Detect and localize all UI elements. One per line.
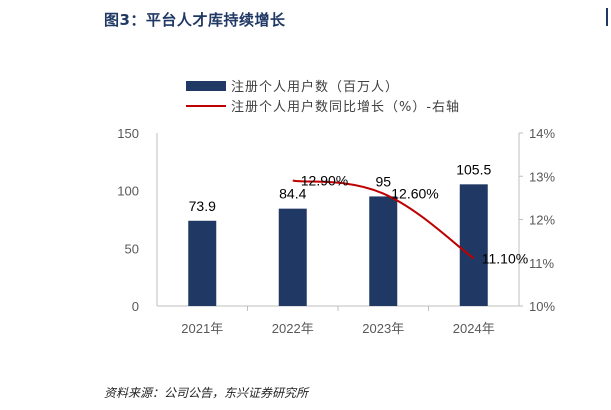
bar-3 [369,196,398,306]
growth-line-series [292,179,475,260]
y-right-tick-label: 14% [529,126,555,141]
source-note: 资料来源：公司公告，东兴证券研究所 [104,386,309,400]
legend-bar-swatch [186,81,226,91]
x-tick-label: 2022年 [272,321,314,336]
data-labels: 73.9 84.4 95 105.5 12.90% 12.60% 11.10% [189,161,529,266]
bar-value-label: 105.5 [456,161,491,177]
bar-value-label: 73.9 [189,198,216,214]
y-right-tick-label: 12% [529,213,555,228]
chart-axes: 0 50 100 150 10% 11% 12% 13% 14% 2021年 2022年 2023年 2… [117,126,555,336]
bar-4 [459,184,488,306]
y-left-tick-label: 0 [132,299,139,314]
bar-2 [278,208,307,306]
bar-1 [188,220,217,306]
figure-title: 图3：平台人才库持续增长 [104,11,286,29]
line-value-label: 12.90% [301,173,348,189]
bar-value-label: 95 [375,173,391,189]
line-value-label: 11.10% [482,250,528,266]
chart-legend: 注册个人用户数（百万人） 注册个人用户数同比增长（%）-右轴 [186,79,460,115]
legend-bar-label: 注册个人用户数（百万人） [231,79,399,95]
y-left-tick-label: 150 [117,126,139,141]
header-edge-mark [606,8,608,26]
growth-line [292,179,475,260]
y-right-tick-label: 10% [529,299,555,314]
line-value-label: 12.60% [391,186,438,202]
y-right-tick-label: 13% [529,169,555,184]
x-tick-label: 2021年 [181,321,223,336]
y-left-tick-label: 100 [117,184,139,199]
combo-chart: 注册个人用户数（百万人） 注册个人用户数同比增长（%）-右轴 0 50 100 150… [117,79,555,336]
y-right-tick-label: 11% [529,256,554,271]
x-tick-label: 2024年 [453,321,495,336]
bar-series [188,184,488,306]
legend-line-label: 注册个人用户数同比增长（%）-右轴 [231,99,460,115]
bar-value-label: 84.4 [279,186,306,202]
x-tick-label: 2023年 [362,321,404,336]
y-left-tick-label: 50 [125,241,139,256]
